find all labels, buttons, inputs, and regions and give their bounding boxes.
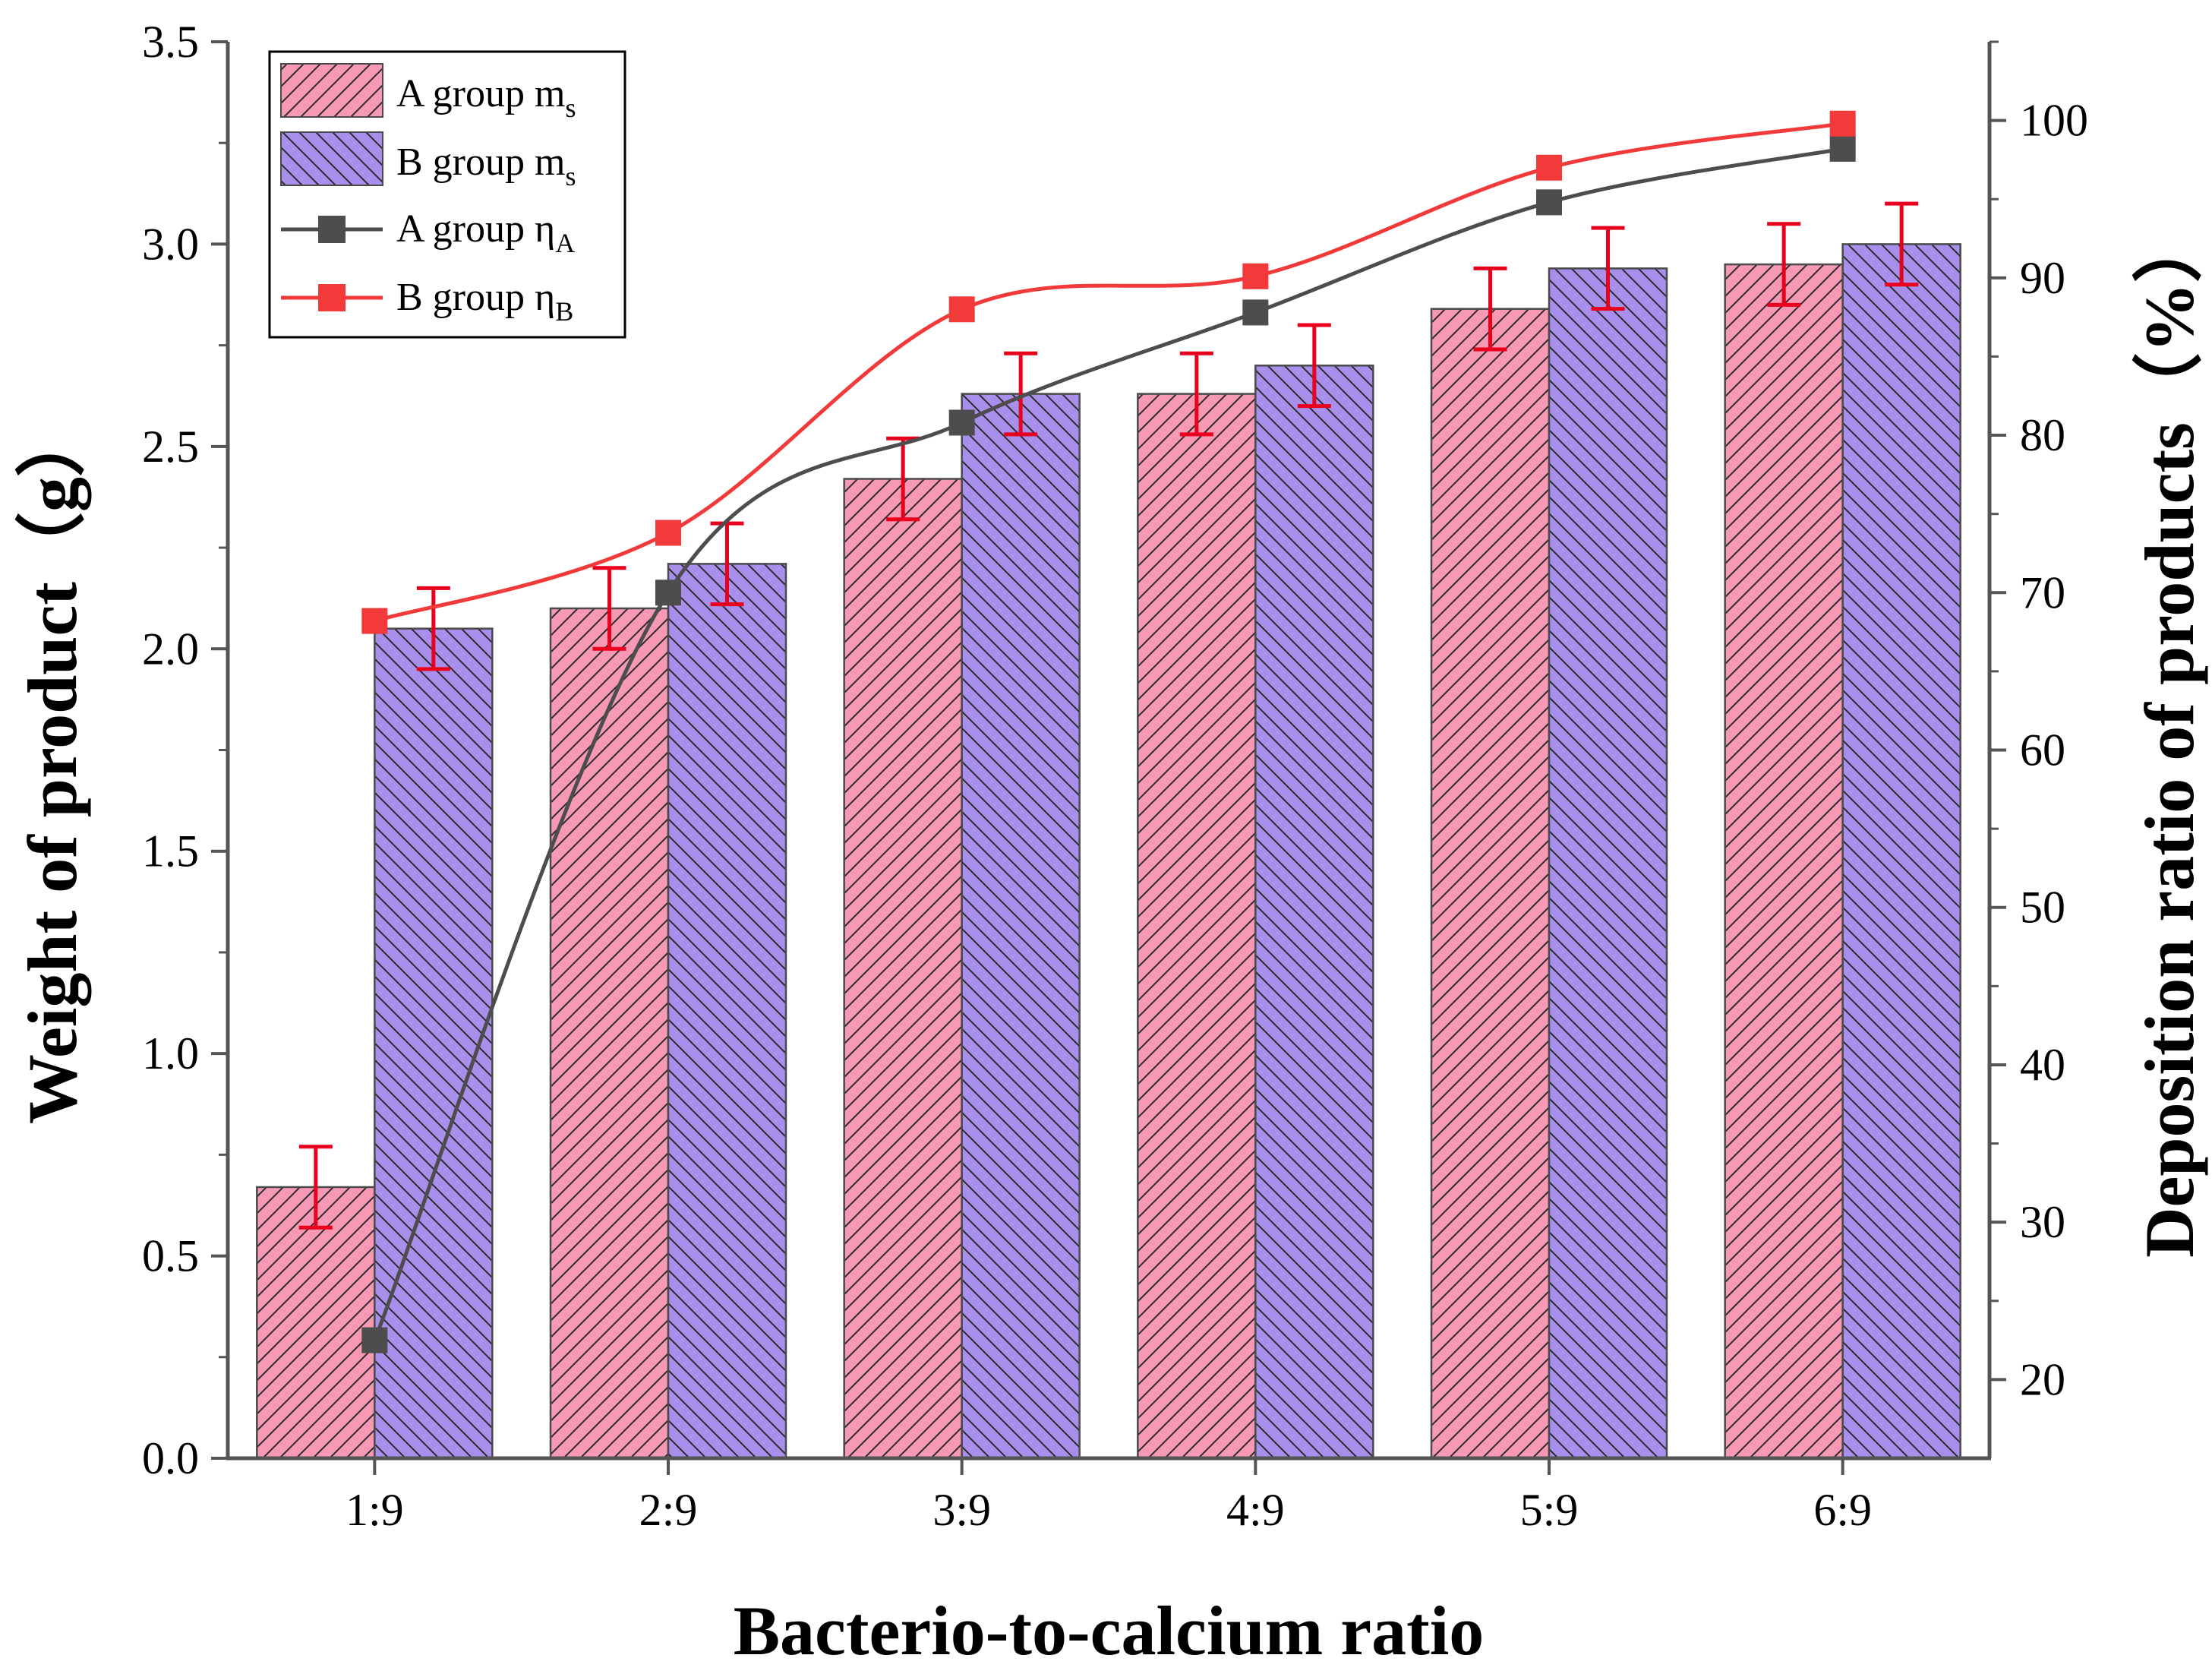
y2-tick-label: 60 xyxy=(2020,725,2065,775)
y-tick-label: 3.5 xyxy=(142,17,199,67)
legend-swatch-a-mass xyxy=(280,63,383,118)
bar-a-6 xyxy=(1724,263,1844,1460)
left-ticks-layer: 0.0 0.5 1.0 1.5 2.0 2.5 3.0 3.5 xyxy=(142,17,228,1483)
x-tick-label: 3:9 xyxy=(932,1485,991,1535)
bar-a-3 xyxy=(843,478,963,1460)
error-bar-b-4 xyxy=(1297,323,1331,409)
y-tick-label: 2.0 xyxy=(142,624,199,674)
y2-tick-label: 70 xyxy=(2020,567,2065,617)
y-tick-label: 0.5 xyxy=(142,1231,199,1281)
marker-b-2 xyxy=(655,520,681,546)
y2-axis-title: Deposition ratio of products（%） xyxy=(2131,213,2208,1258)
bar-b-5 xyxy=(1548,267,1668,1460)
legend-label-b-ratio: B group ηB xyxy=(396,276,573,327)
error-bar-b-5 xyxy=(1591,226,1625,311)
error-bar-a-4 xyxy=(1179,351,1213,437)
x-ticks-layer: 1:9 2:9 3:9 4:9 5:9 6:9 xyxy=(346,1458,1872,1535)
bar-a-5 xyxy=(1430,308,1551,1460)
error-bar-a-3 xyxy=(886,436,920,522)
marker-b-6 xyxy=(1829,110,1856,137)
marker-a-1 xyxy=(361,1327,388,1353)
y2-tick-label: 90 xyxy=(2020,253,2065,303)
y-tick-label: 1.0 xyxy=(142,1028,199,1079)
y-axis-title: Weight of product（g） xyxy=(14,407,91,1124)
legend-marker-b-ratio xyxy=(318,284,346,311)
y-tick-label: 0.0 xyxy=(142,1433,199,1483)
error-bar-b-2 xyxy=(710,521,744,607)
x-tick-label: 6:9 xyxy=(1813,1485,1872,1535)
bars-layer xyxy=(256,243,1961,1460)
y2-tick-label: 20 xyxy=(2020,1354,2065,1404)
marker-b-4 xyxy=(1242,263,1269,289)
error-bar-b-1 xyxy=(416,586,450,671)
bar-b-3 xyxy=(961,393,1081,1460)
right-ticks-layer: 20 30 40 50 60 70 80 90 100 xyxy=(1990,40,2088,1404)
marker-b-3 xyxy=(948,296,975,323)
x-tick-label: 2:9 xyxy=(639,1485,698,1535)
x-tick-label: 5:9 xyxy=(1520,1485,1579,1535)
line-b-ratio xyxy=(374,122,1844,623)
y-tick-label: 1.5 xyxy=(142,826,199,876)
x-tick-label: 1:9 xyxy=(346,1485,404,1535)
legend-label-b-mass: B group ms xyxy=(396,141,576,191)
bar-b-4 xyxy=(1254,365,1374,1460)
marker-a-4 xyxy=(1242,299,1269,326)
bar-a-1 xyxy=(256,1186,376,1460)
marker-a-3 xyxy=(948,409,975,436)
bar-a-4 xyxy=(1137,393,1257,1460)
y2-tick-label: 100 xyxy=(2020,96,2088,146)
bar-a-2 xyxy=(549,607,670,1460)
marker-a-2 xyxy=(655,580,681,606)
bar-b-2 xyxy=(667,563,787,1460)
bar-b-6 xyxy=(1841,243,1961,1460)
legend: A group ms B group ms A group ηA B group… xyxy=(268,50,626,339)
error-bar-b-3 xyxy=(1004,351,1038,437)
marker-a-5 xyxy=(1536,189,1562,216)
y-tick-label: 2.5 xyxy=(142,422,199,472)
y2-tick-label: 50 xyxy=(2020,883,2065,933)
y2-tick-label: 40 xyxy=(2020,1040,2065,1090)
marker-a-6 xyxy=(1829,135,1856,162)
error-bar-a-1 xyxy=(298,1145,333,1230)
bar-b-1 xyxy=(374,627,494,1460)
y-tick-label: 3.0 xyxy=(142,219,199,269)
error-bar-a-5 xyxy=(1473,266,1507,352)
error-bar-a-6 xyxy=(1767,222,1801,307)
lines-layer xyxy=(361,110,1856,1353)
error-bar-a-2 xyxy=(592,566,626,651)
legend-label-a-ratio: A group ηA xyxy=(396,207,575,258)
legend-marker-a-ratio xyxy=(318,216,346,243)
error-bars-layer xyxy=(298,201,1919,1230)
y2-tick-label: 30 xyxy=(2020,1197,2065,1247)
legend-swatch-b-mass xyxy=(280,131,383,186)
legend-label-a-mass: A group ms xyxy=(396,72,576,123)
y2-tick-label: 80 xyxy=(2020,410,2065,460)
marker-b-5 xyxy=(1536,154,1562,181)
marker-b-1 xyxy=(361,608,388,634)
x-tick-label: 4:9 xyxy=(1226,1485,1285,1535)
x-axis-title: Bacterio-to-calcium ratio xyxy=(734,1592,1485,1669)
error-bar-b-6 xyxy=(1885,201,1919,287)
